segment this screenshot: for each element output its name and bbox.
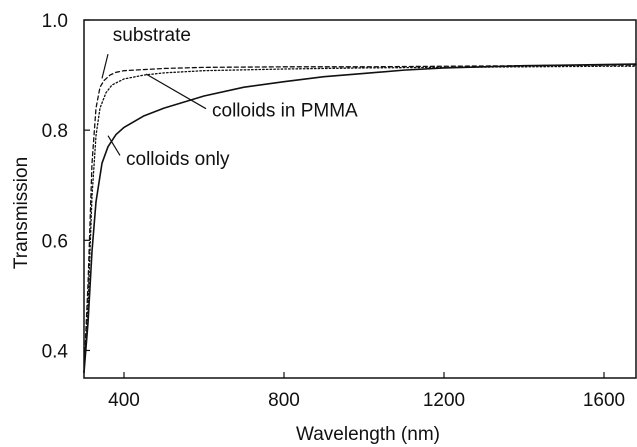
series-point-2-15 xyxy=(403,70,404,71)
annotation-leader-2 xyxy=(107,135,121,156)
series-point-0-6 xyxy=(109,74,110,75)
annotation-label-2: colloids only xyxy=(126,149,230,170)
series-point-2-18 xyxy=(523,65,524,66)
series-point-2-21 xyxy=(635,63,636,64)
series-point-0-8 xyxy=(123,70,124,71)
annotation-group: substrate colloids in PMMA colloids only xyxy=(101,25,358,170)
annotation-label-1: colloids in PMMA xyxy=(212,100,358,121)
series-point-2-3 xyxy=(95,201,96,202)
series-point-2-19 xyxy=(563,65,564,66)
series-point-2-1 xyxy=(87,322,88,323)
series-point-1-3 xyxy=(95,135,96,136)
series-point-2-16 xyxy=(443,67,444,68)
series-point-1-12 xyxy=(363,67,364,68)
series-point-2-17 xyxy=(483,66,484,67)
series-line-colloids-only xyxy=(83,63,637,374)
axes-group: 400 800 1200 1600 0.4 0.6 0.8 1.0 xyxy=(42,11,637,411)
series-point-0-9 xyxy=(143,69,144,70)
y-axis-tick-label: 0.6 xyxy=(42,231,68,252)
x-axis-label: Wavelength (nm) xyxy=(296,424,440,445)
x-axis-tick-label: 400 xyxy=(108,390,140,411)
series-point-1-7 xyxy=(123,78,124,79)
x-axis-tick-label: 1200 xyxy=(423,390,465,411)
x-axis-tick-label: 1600 xyxy=(583,390,625,411)
series-point-2-20 xyxy=(603,64,604,65)
series-point-1-4 xyxy=(99,108,100,109)
series-point-2-13 xyxy=(323,76,324,77)
series-point-0-13 xyxy=(363,66,364,67)
series-point-1-5 xyxy=(105,92,106,93)
annotation-label-0: substrate xyxy=(113,25,191,46)
series-line-substrate xyxy=(83,64,637,374)
series-point-0-2 xyxy=(91,163,92,164)
series-point-2-8 xyxy=(143,115,144,116)
x-axis-tick-label: 800 xyxy=(268,390,300,411)
y-axis-tick-label: 1.0 xyxy=(42,11,68,32)
series-point-2-0 xyxy=(83,372,84,373)
series-point-2-10 xyxy=(203,95,204,96)
plot-frame xyxy=(83,19,637,379)
series-point-1-9 xyxy=(163,72,164,73)
series-point-0-10 xyxy=(163,68,164,69)
series-point-2-12 xyxy=(283,81,284,82)
series-point-1-6 xyxy=(111,84,112,85)
series-point-2-7 xyxy=(123,127,124,128)
series-point-1-16 xyxy=(635,66,636,67)
series-point-2-14 xyxy=(363,73,364,74)
series-point-0-14 xyxy=(443,66,444,67)
series-point-2-9 xyxy=(163,108,164,109)
series-point-0-3 xyxy=(95,108,96,109)
series-point-1-2 xyxy=(91,196,92,197)
series-point-2-5 xyxy=(107,146,108,147)
series-point-2-4 xyxy=(101,163,102,164)
series-point-2-11 xyxy=(243,87,244,88)
series-point-1-15 xyxy=(603,66,604,67)
y-axis-tick-label: 0.8 xyxy=(42,121,68,142)
series-point-0-11 xyxy=(203,67,204,68)
series-point-0-7 xyxy=(115,72,116,73)
series-point-0-4 xyxy=(99,87,100,88)
series-point-0-12 xyxy=(283,66,284,67)
series-point-1-8 xyxy=(143,74,144,75)
series-point-1-11 xyxy=(283,68,284,69)
series-point-2-6 xyxy=(115,134,116,135)
y-axis-tick-label: 0.4 xyxy=(42,341,69,362)
y-axis-label: Transmission xyxy=(11,157,32,269)
annotation-leader-0 xyxy=(101,54,109,79)
series-point-0-5 xyxy=(103,80,104,81)
series-point-1-10 xyxy=(203,70,204,71)
annotation-leader-1 xyxy=(145,73,207,110)
series-group xyxy=(83,63,637,374)
series-point-2-2 xyxy=(91,251,92,252)
